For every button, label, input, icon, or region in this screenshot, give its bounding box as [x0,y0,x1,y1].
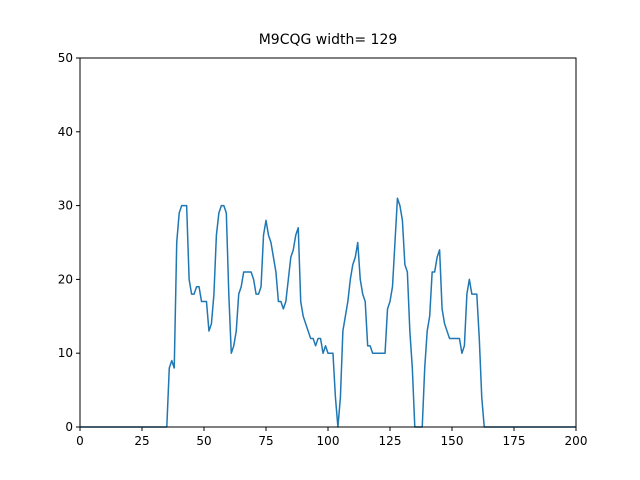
x-tick-label: 0 [76,434,84,448]
y-tick-label: 0 [65,420,73,434]
x-tick-label: 125 [379,434,402,448]
y-tick-label: 10 [58,346,73,360]
x-tick-label: 75 [258,434,273,448]
x-tick-label: 150 [441,434,464,448]
x-tick-label: 25 [134,434,149,448]
y-tick-label: 20 [58,272,73,286]
y-tick-label: 40 [58,125,73,139]
x-tick-label: 50 [196,434,211,448]
plot-frame [79,57,577,428]
x-tick-label: 100 [317,434,340,448]
x-tick-label: 175 [503,434,526,448]
x-tick-label: 200 [565,434,588,448]
y-tick-label: 30 [58,199,73,213]
y-tick-label: 50 [58,51,73,65]
chart-title: M9CQG width= 129 [259,32,398,48]
data-line [80,197,576,428]
